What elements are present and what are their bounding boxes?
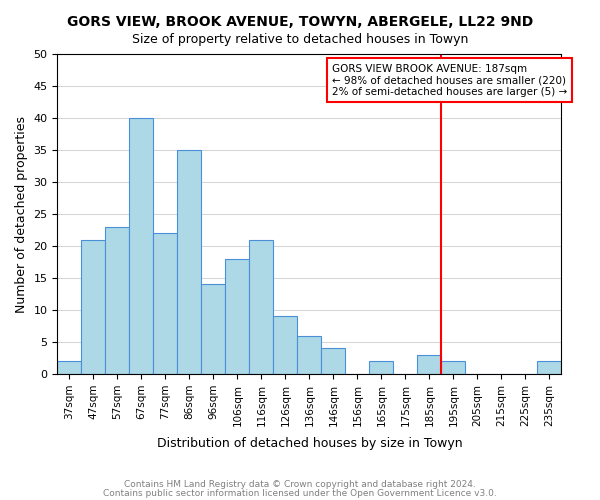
Bar (202, 284, 226, 374)
Bar (250, 240, 274, 374)
Bar (58, 361, 82, 374)
Text: GORS VIEW BROOK AVENUE: 187sqm
← 98% of detached houses are smaller (220)
2% of : GORS VIEW BROOK AVENUE: 187sqm ← 98% of … (332, 64, 567, 97)
Bar (298, 336, 322, 374)
Bar (82, 240, 106, 374)
Bar (322, 348, 346, 374)
Text: GORS VIEW, BROOK AVENUE, TOWYN, ABERGELE, LL22 9ND: GORS VIEW, BROOK AVENUE, TOWYN, ABERGELE… (67, 15, 533, 29)
Bar (274, 316, 298, 374)
Bar (418, 355, 442, 374)
Bar (442, 361, 466, 374)
Bar (154, 233, 178, 374)
Bar (538, 361, 562, 374)
Bar (106, 227, 130, 374)
Y-axis label: Number of detached properties: Number of detached properties (15, 116, 28, 312)
X-axis label: Distribution of detached houses by size in Towyn: Distribution of detached houses by size … (157, 437, 462, 450)
Text: Size of property relative to detached houses in Towyn: Size of property relative to detached ho… (132, 32, 468, 46)
Text: Contains HM Land Registry data © Crown copyright and database right 2024.: Contains HM Land Registry data © Crown c… (124, 480, 476, 489)
Bar (178, 150, 202, 374)
Text: Contains public sector information licensed under the Open Government Licence v3: Contains public sector information licen… (103, 488, 497, 498)
Bar (130, 118, 154, 374)
Bar (226, 259, 250, 374)
Bar (370, 361, 394, 374)
